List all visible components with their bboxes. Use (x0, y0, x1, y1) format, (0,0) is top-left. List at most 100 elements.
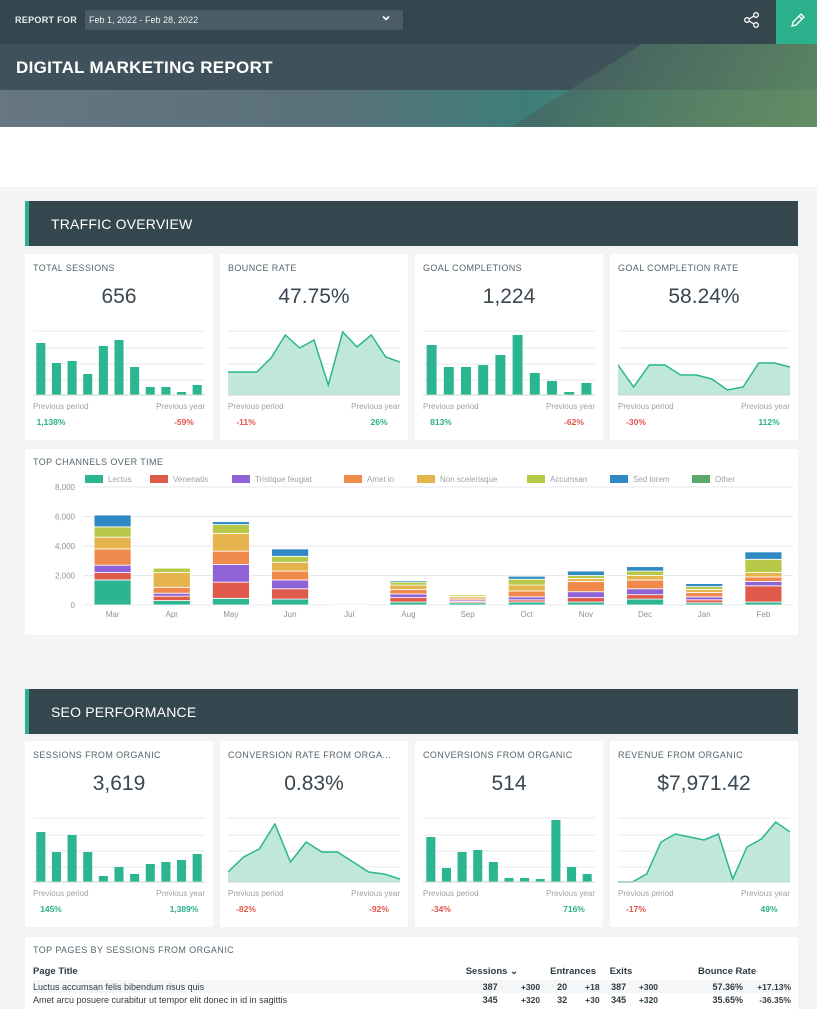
stacked-bar-segment (93, 564, 132, 573)
caret-down-icon: ⌄ (510, 966, 519, 977)
sparkline-bar (36, 343, 46, 395)
kpi-card[interactable]: BOUNCE RATE 47.75% Previous period Previous… (220, 254, 408, 440)
legend-label: Amet in (367, 475, 394, 484)
previous-period-change: 1,138% (36, 417, 66, 427)
sparkline-bar (473, 850, 483, 882)
x-tick-label: May (223, 610, 238, 619)
kpi-card[interactable]: CONVERSIONS FROM ORGANIC 514 Previous peri… (415, 741, 603, 927)
stacked-bar-segment (567, 570, 605, 576)
sessions-cell: 345 (482, 994, 498, 1005)
previous-year-change: 49% (760, 904, 778, 914)
sparkline-bar (161, 862, 171, 882)
previous-year-label: Previous year (546, 402, 595, 411)
x-tick-label: Feb (757, 610, 771, 619)
previous-year-label: Previous year (546, 889, 595, 898)
sparkline-bar (192, 854, 202, 882)
stacked-bar-segment (93, 526, 132, 538)
kpi-title: BOUNCE RATE (228, 263, 297, 273)
stacked-bar-segment (93, 579, 132, 606)
share-button[interactable] (740, 9, 764, 33)
legend-label: Other (715, 475, 735, 484)
sparkline-bar (567, 867, 577, 882)
kpi-card[interactable]: SESSIONS FROM ORGANIC 3,619 Previous perio… (25, 741, 213, 927)
legend-swatch (527, 475, 545, 483)
page-title-cell[interactable]: Amet arcu posuere curabitur ut tempor el… (33, 994, 288, 1005)
exits-cell: 387 (599, 980, 627, 993)
sparkline-chart (618, 330, 790, 396)
stacked-bar-segment (685, 583, 724, 587)
bounce-rate-delta: +17.13% (743, 980, 791, 993)
previous-period-change: -30% (626, 417, 646, 427)
date-range-select[interactable]: Feb 1, 2022 - Feb 28, 2022 (85, 10, 403, 30)
stacked-bar-segment (152, 586, 191, 594)
sparkline-area (618, 822, 790, 882)
stacked-bar-segment (685, 586, 724, 590)
sparkline-bar (51, 852, 61, 882)
kpi-card[interactable]: TOTAL SESSIONS 656 Previous period Previous… (25, 254, 213, 440)
x-tick-label: Jun (284, 610, 297, 619)
sparkline-bar (67, 361, 77, 395)
top-pages-widget: TOP PAGES BY SESSIONS FROM ORGANIC Page … (25, 937, 798, 1009)
kpi-card[interactable]: GOAL COMPLETION RATE 58.24% Previous perio… (610, 254, 798, 440)
sparkline-chart (618, 817, 790, 883)
stacked-bar-segment (685, 596, 724, 601)
stacked-bar-segment (389, 589, 428, 595)
edit-button[interactable] (776, 0, 817, 44)
stacked-bar-segment (389, 601, 428, 606)
sparkline-line (618, 820, 790, 883)
pencil-icon (791, 13, 805, 27)
sparkline-bar (145, 864, 155, 882)
widget-title: TOP CHANNELS OVER TIME (33, 457, 164, 467)
sparkline-bar (520, 878, 530, 882)
stacked-bar-segment (507, 584, 546, 592)
sparkline-bar (426, 837, 436, 882)
kpi-card[interactable]: REVENUE FROM ORGANIC $7,971.42 Previous pe… (610, 741, 798, 927)
previous-period-label: Previous period (618, 402, 674, 411)
kpi-card[interactable]: GOAL COMPLETIONS 1,224 Previous period Prev… (415, 254, 603, 440)
y-tick-label: 0 (71, 601, 76, 610)
previous-year-change: 112% (758, 417, 780, 427)
sparkline-chart (423, 817, 595, 883)
sessions-delta: +300 (497, 980, 541, 993)
entrances-cell: 32 (557, 994, 568, 1005)
table-row[interactable]: Amet arcu posuere curabitur ut tempor el… (33, 993, 791, 1006)
kpi-value: 47.75% (278, 285, 350, 308)
table-row[interactable]: Luctus accumsan felis bibendum risus qui… (33, 980, 791, 993)
y-tick-label: 6,000 (55, 513, 76, 522)
stacked-bar-segment (152, 567, 191, 573)
stacked-bar-segment (567, 597, 605, 603)
previous-year-label: Previous year (351, 889, 400, 898)
x-tick-label: Oct (521, 610, 534, 619)
stacked-bar-segment (507, 590, 546, 598)
page-title-cell[interactable]: Luctus accumsan felis bibendum risus qui… (33, 980, 450, 993)
spacer (0, 127, 817, 187)
stacked-bar-segment (152, 595, 191, 601)
x-tick-label: Aug (401, 610, 415, 619)
stacked-bar-segment (93, 514, 132, 528)
column-header-bounce-rate[interactable]: Bounce Rate (698, 966, 757, 977)
previous-year-change: 26% (370, 417, 388, 427)
stacked-bar-segment (448, 594, 487, 597)
stacked-bar-segment (93, 548, 132, 566)
previous-year-change: 1,389% (169, 904, 199, 914)
sparkline-bar (36, 832, 46, 882)
stacked-bar-segment (212, 533, 250, 552)
legend-swatch (417, 475, 435, 483)
column-header-exits[interactable]: Exits (609, 966, 633, 977)
sparkline-bar (177, 392, 187, 395)
stacked-bar-segment (507, 578, 546, 586)
column-header-page-title[interactable]: Page Title (33, 966, 78, 977)
x-tick-label: Dec (638, 610, 652, 619)
sparkline-chart (228, 330, 400, 396)
legend-swatch (692, 475, 710, 483)
legend-swatch (232, 475, 250, 483)
column-header-entrances[interactable]: Entrances (550, 966, 597, 977)
stacked-bar-segment (567, 575, 605, 579)
kpi-card[interactable]: CONVERSION RATE FROM ORGA... 0.83% Previou… (220, 741, 408, 927)
stacked-bar-segment (685, 589, 724, 593)
sparkline-bar (551, 820, 561, 882)
sparkline-bar (441, 868, 451, 882)
column-header-sessions[interactable]: Sessions ⌄ (465, 966, 519, 977)
stacked-bar-segment (744, 580, 783, 587)
stacked-bar-segment (330, 600, 369, 602)
